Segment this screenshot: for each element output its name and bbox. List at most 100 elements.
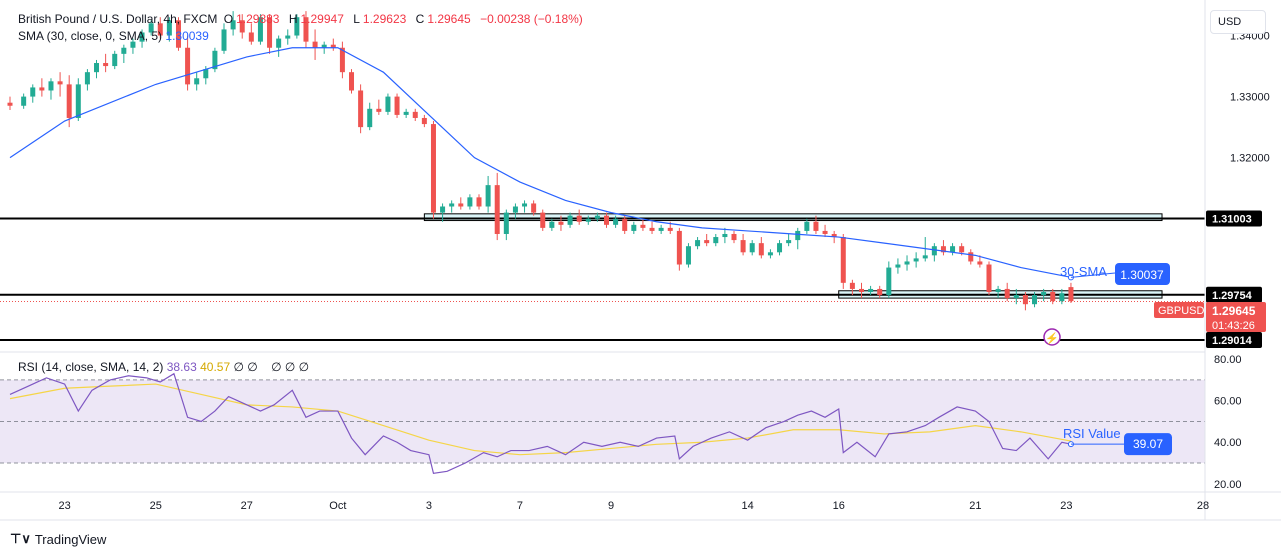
- candle-body: [276, 38, 282, 48]
- candle: [358, 84, 364, 134]
- candle-body: [239, 20, 245, 33]
- candle: [330, 38, 336, 51]
- countdown-text: 01:43:26: [1212, 320, 1255, 332]
- currency-button[interactable]: USD: [1210, 10, 1266, 34]
- rsi-value: 38.63: [166, 360, 197, 374]
- candle-body: [1050, 291, 1056, 302]
- time-tick-label: 28: [1197, 500, 1209, 512]
- level-price-tag: [1206, 286, 1262, 303]
- candle: [494, 172, 500, 241]
- sma-legend[interactable]: SMA (30, close, 0, SMA, 5) 1.30039: [18, 29, 209, 43]
- candle: [531, 200, 537, 216]
- rsi-title: RSI (14, close, SMA, 14, 2): [18, 360, 164, 374]
- candle-body: [212, 50, 218, 70]
- candle: [103, 53, 109, 73]
- candle: [1032, 291, 1038, 308]
- price-pane[interactable]: [0, 11, 1205, 341]
- candle-body: [30, 87, 36, 97]
- candle-body: [549, 221, 555, 228]
- candle: [21, 93, 27, 109]
- candle: [740, 233, 746, 256]
- price-tick-label: 1.33000: [1230, 92, 1270, 104]
- candle: [403, 108, 409, 118]
- rsi-extra2: ∅ ∅ ∅: [271, 360, 310, 374]
- change-value: −0.00238 (−0.18%): [480, 12, 583, 26]
- candle: [895, 258, 901, 274]
- level-price-tag: [1206, 210, 1262, 227]
- candle-body: [385, 96, 391, 112]
- open-value: 1.29883: [236, 12, 280, 26]
- level-price-text: 1.29014: [1212, 335, 1253, 347]
- candle-body: [522, 203, 528, 207]
- candle-body: [831, 233, 837, 238]
- lightning-event-icon: [1043, 328, 1061, 346]
- candle: [230, 11, 236, 36]
- candle: [376, 99, 382, 115]
- candle-body: [203, 69, 209, 79]
- candle-body: [503, 212, 509, 234]
- candle: [285, 29, 291, 45]
- candle: [276, 35, 282, 57]
- candle-body: [175, 20, 181, 48]
- candle-body: [676, 230, 682, 265]
- rsi-extra: ∅ ∅: [233, 360, 258, 374]
- candle: [777, 240, 783, 256]
- candle: [339, 41, 345, 79]
- candle-body: [667, 227, 673, 231]
- candle-body: [613, 218, 619, 225]
- rsi-pane[interactable]: [0, 372, 1205, 475]
- candle-body: [312, 41, 318, 48]
- candle: [685, 243, 691, 268]
- candle: [294, 14, 300, 39]
- candle-body: [394, 96, 400, 115]
- candle: [467, 194, 473, 210]
- time-tick-label: Oct: [329, 500, 346, 512]
- rsi-tick-label: 20.00: [1214, 479, 1242, 491]
- price-tick-label: 1.32000: [1230, 153, 1270, 165]
- candle-body: [194, 78, 200, 85]
- rsi-tick-label: 80.00: [1214, 354, 1242, 366]
- level-price-tag: [1206, 331, 1262, 348]
- candle-body: [950, 246, 956, 253]
- candle: [194, 72, 200, 91]
- candle: [130, 38, 136, 54]
- candle-body: [813, 221, 819, 231]
- candle-body: [649, 227, 655, 231]
- rsi-tick-label: 40.00: [1214, 437, 1242, 449]
- candle-body: [285, 35, 291, 39]
- candle-body: [421, 117, 427, 125]
- candle: [931, 243, 937, 262]
- close-label: C: [415, 12, 425, 26]
- candle-body: [931, 246, 937, 256]
- candle-body: [403, 111, 409, 115]
- candle: [995, 285, 1001, 299]
- candle-body: [230, 20, 236, 30]
- candle: [722, 227, 728, 244]
- candle: [913, 252, 919, 268]
- candle: [631, 221, 637, 234]
- time-tick-label: 9: [608, 500, 614, 512]
- rsi-legend[interactable]: RSI (14, close, SMA, 14, 2) 38.63 40.57 …: [18, 360, 309, 374]
- time-tick-label: 16: [833, 500, 845, 512]
- candle: [476, 194, 482, 210]
- candle: [385, 93, 391, 115]
- tradingview-logo[interactable]: ⊤∨ TradingView: [10, 531, 106, 547]
- candle-body: [367, 108, 373, 128]
- candle: [212, 47, 218, 73]
- candle-body: [1059, 293, 1065, 302]
- candle-body: [977, 261, 983, 265]
- candle: [904, 255, 910, 271]
- candle-body: [786, 240, 792, 244]
- candle: [421, 114, 427, 128]
- candle: [704, 233, 710, 247]
- candle: [112, 50, 118, 70]
- candle: [622, 215, 628, 234]
- low-label: L: [353, 12, 360, 26]
- candle-body: [166, 20, 172, 36]
- symbol-title[interactable]: British Pound / U.S. Dollar, 4h, FXCM: [18, 12, 218, 26]
- candle-body: [804, 221, 810, 231]
- support-resistance-zone: [423, 213, 1163, 222]
- candle: [858, 282, 864, 299]
